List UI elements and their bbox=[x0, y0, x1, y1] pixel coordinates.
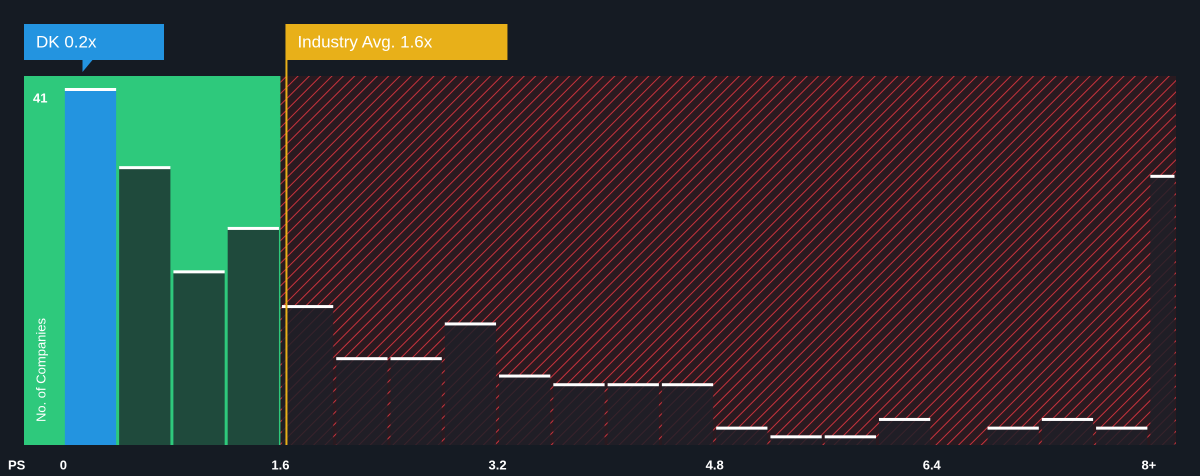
bar bbox=[444, 323, 497, 445]
highlight-label: DK 0.2x bbox=[36, 32, 97, 51]
bar-cap bbox=[64, 88, 117, 91]
bar bbox=[607, 384, 659, 445]
bar bbox=[716, 427, 768, 445]
bar bbox=[824, 436, 876, 445]
highlight-pointer bbox=[82, 60, 93, 72]
x-tick-label: 6.4 bbox=[923, 457, 942, 472]
bar bbox=[1096, 427, 1148, 445]
bar-cap bbox=[227, 226, 279, 230]
bar-cap bbox=[987, 426, 1039, 430]
bar bbox=[173, 271, 225, 445]
y-tick-label: 41 bbox=[33, 90, 47, 105]
x-tick-label: 1.6 bbox=[271, 457, 289, 472]
bar-cap bbox=[173, 270, 225, 274]
bar-cap bbox=[878, 417, 931, 421]
x-axis-label: PS bbox=[8, 457, 26, 472]
bar bbox=[281, 306, 334, 445]
bar bbox=[1150, 175, 1175, 445]
bar bbox=[227, 227, 279, 445]
bar-cap bbox=[770, 435, 822, 439]
bar bbox=[878, 418, 931, 445]
bar-cap bbox=[281, 305, 334, 309]
x-tick-label: 3.2 bbox=[489, 457, 507, 472]
bar-cap bbox=[607, 383, 659, 387]
bar bbox=[119, 167, 171, 445]
bar-cap bbox=[444, 322, 497, 326]
bar-cap bbox=[499, 374, 551, 378]
bar bbox=[1041, 418, 1094, 445]
bar bbox=[661, 384, 714, 445]
bar bbox=[499, 375, 551, 445]
bar bbox=[336, 358, 388, 445]
bar-cap bbox=[553, 383, 605, 387]
bar bbox=[390, 358, 442, 445]
bar-cap bbox=[390, 357, 442, 361]
bar-cap bbox=[1096, 426, 1148, 430]
x-tick-label: 8+ bbox=[1141, 457, 1156, 472]
bar bbox=[987, 427, 1039, 445]
reference-callout bbox=[285, 24, 508, 60]
bar-cap bbox=[716, 426, 768, 430]
bar-cap bbox=[1041, 417, 1094, 421]
bar-cap bbox=[824, 435, 876, 439]
bar-cap bbox=[119, 166, 171, 170]
bar bbox=[64, 89, 117, 445]
bar-cap bbox=[1150, 174, 1175, 178]
x-tick-label: 4.8 bbox=[706, 457, 724, 472]
bar bbox=[770, 436, 822, 445]
bar-cap bbox=[661, 383, 714, 387]
bar bbox=[553, 384, 605, 445]
y-axis-label: No. of Companies bbox=[33, 317, 48, 422]
highlight-callout bbox=[24, 24, 164, 60]
bar-cap bbox=[336, 357, 388, 361]
reference-label: Industry Avg. 1.6x bbox=[297, 32, 432, 51]
x-tick-label: 0 bbox=[60, 457, 67, 472]
